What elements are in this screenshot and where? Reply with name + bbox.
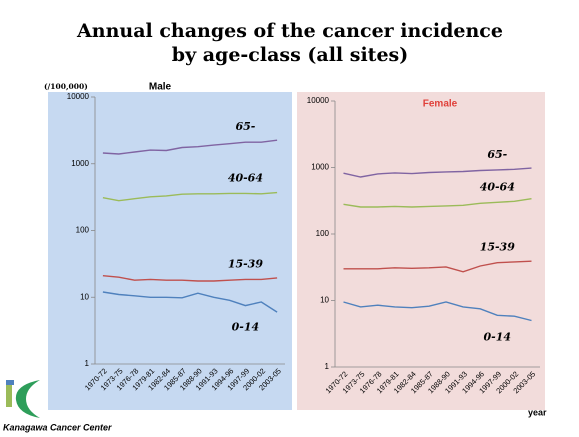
panel: Female1101001000100001970-721973-751976-… xyxy=(297,92,545,410)
series-line xyxy=(343,167,532,178)
y-tick-label: 1000 xyxy=(71,159,89,168)
y-tick-label: 1000 xyxy=(311,163,329,172)
logo-bar xyxy=(6,385,12,407)
series-label: 40-64 xyxy=(480,180,515,193)
series-line xyxy=(343,198,532,208)
y-tick-label: 10 xyxy=(80,292,89,301)
series-label: 0-14 xyxy=(232,321,260,334)
logo xyxy=(6,380,40,418)
panel: Male1101001000100001970-721973-751976-78… xyxy=(48,82,292,410)
series-label: 0-14 xyxy=(484,330,512,343)
series-line xyxy=(102,139,278,155)
series-line xyxy=(343,260,532,273)
panel-title: Male xyxy=(149,82,172,93)
series-line xyxy=(102,191,278,202)
y-tick-label: 100 xyxy=(76,226,90,235)
panel-background xyxy=(48,92,292,410)
series-line xyxy=(343,301,532,322)
series-line xyxy=(102,275,278,282)
x-axis-label: year xyxy=(528,407,547,417)
y-tick-label: 1 xyxy=(85,359,90,368)
panel-title: Female xyxy=(423,99,458,110)
series-label: 40-64 xyxy=(228,171,263,184)
logo-arc xyxy=(15,380,40,418)
series-label: 65- xyxy=(487,148,507,161)
y-tick-label: 10000 xyxy=(307,96,330,105)
series-line xyxy=(102,291,278,313)
title-line: by age-class (all sites) xyxy=(172,44,408,66)
y-tick-label: 100 xyxy=(316,229,330,238)
series-label: 15-39 xyxy=(480,241,516,254)
title-line: Annual changes of the cancer incidence xyxy=(76,20,503,42)
series-label: 15-39 xyxy=(228,257,264,270)
panel-background xyxy=(297,92,545,410)
y-axis-label: (/100,000) xyxy=(44,82,88,91)
y-tick-label: 1 xyxy=(325,362,330,371)
series-label: 65- xyxy=(235,120,255,133)
footer: Kanagawa Cancer Center xyxy=(3,422,112,432)
y-tick-label: 10000 xyxy=(67,92,90,101)
y-tick-label: 10 xyxy=(320,296,329,305)
logo-bar xyxy=(6,380,14,385)
